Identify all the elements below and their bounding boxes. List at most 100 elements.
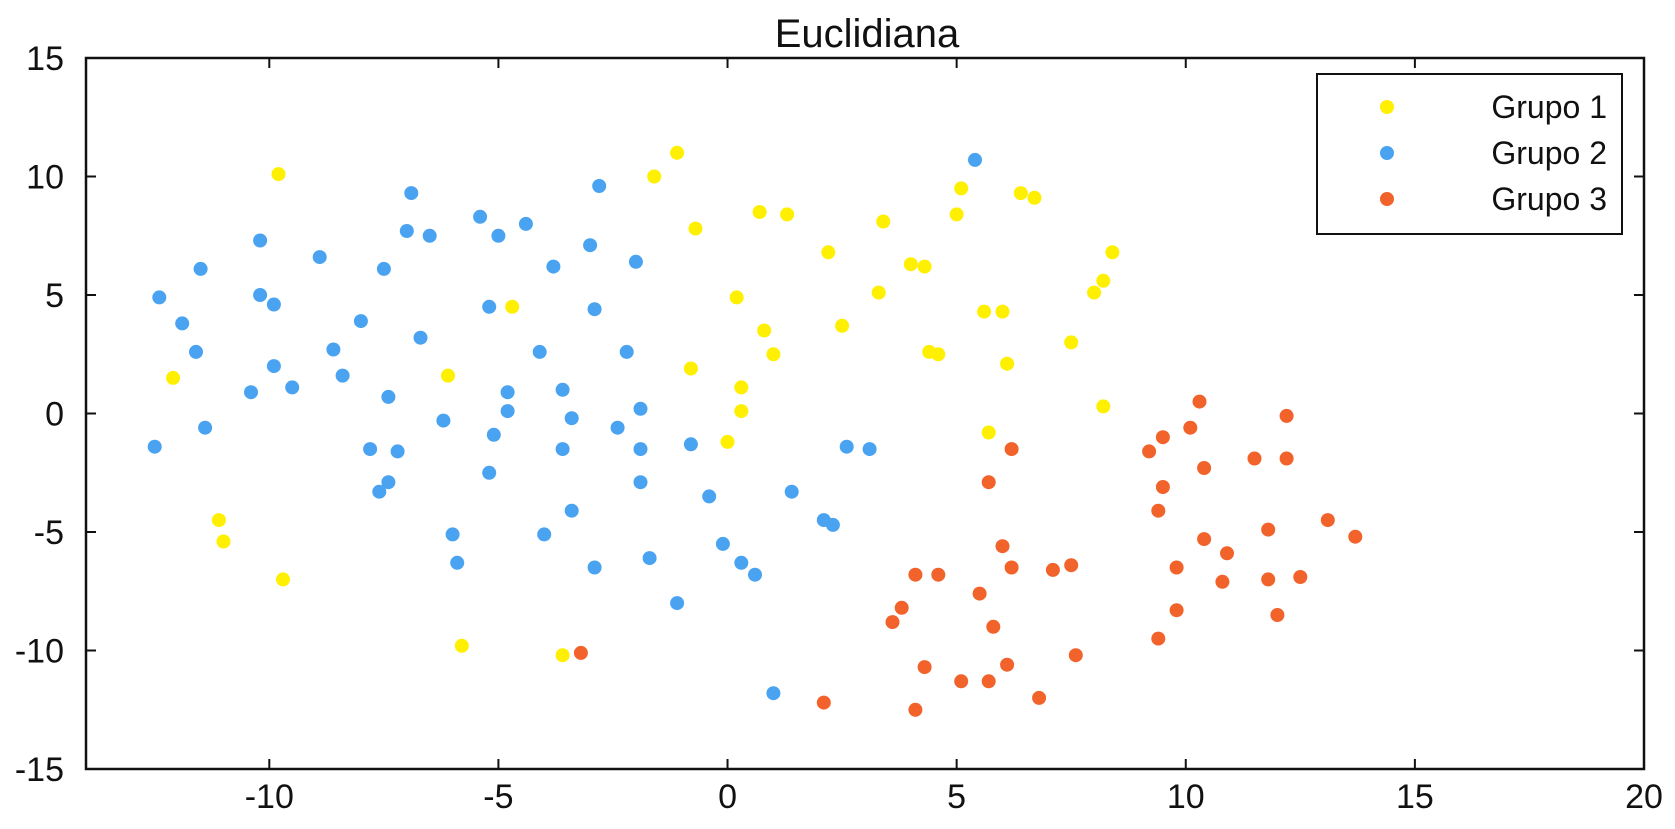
data-point-grupo-1 (216, 534, 231, 549)
data-point-grupo-3 (1151, 631, 1166, 646)
data-point-grupo-1 (780, 207, 795, 222)
data-point-grupo-3 (1004, 442, 1019, 457)
data-point-grupo-3 (1197, 461, 1212, 475)
data-point-grupo-1 (1096, 399, 1111, 414)
data-point-grupo-2 (486, 427, 501, 442)
data-point-grupo-3 (1045, 562, 1060, 577)
data-point-grupo-2 (537, 527, 552, 542)
data-point-grupo-2 (399, 224, 414, 238)
data-point-grupo-2 (532, 344, 547, 359)
data-point-grupo-2 (555, 442, 570, 457)
data-point-grupo-3 (954, 674, 969, 689)
data-point-grupo-3 (1220, 546, 1234, 561)
data-point-grupo-2 (147, 439, 162, 454)
data-point-grupo-1 (688, 221, 703, 236)
y-tick-label: -15 (15, 751, 64, 789)
data-point-grupo-2 (500, 385, 515, 400)
legend-marker-grupo-1 (1380, 100, 1394, 114)
data-point-grupo-2 (413, 330, 428, 345)
data-point-grupo-2 (500, 404, 515, 419)
data-point-grupo-1 (757, 323, 772, 338)
data-point-grupo-1 (1013, 186, 1028, 201)
data-point-grupo-3 (1348, 529, 1363, 544)
data-point-grupo-1 (734, 380, 749, 395)
data-point-grupo-2 (175, 316, 190, 331)
data-point-grupo-3 (1279, 408, 1294, 423)
data-point-grupo-3 (885, 615, 900, 630)
data-point-grupo-3 (931, 567, 946, 582)
data-point-grupo-2 (353, 314, 368, 329)
data-point-grupo-1 (949, 207, 964, 222)
legend-marker-grupo-2 (1380, 146, 1394, 160)
data-point-grupo-2 (683, 437, 698, 452)
data-point-grupo-2 (253, 233, 268, 248)
legend: Grupo 1 Grupo 2 Grupo 3 (1316, 73, 1623, 235)
data-point-grupo-3 (1000, 657, 1015, 672)
data-point-grupo-2 (473, 209, 488, 224)
data-point-grupo-2 (376, 261, 391, 276)
data-point-grupo-3 (1197, 532, 1212, 547)
x-tick-label: 15 (1396, 778, 1434, 816)
data-point-grupo-2 (436, 413, 451, 428)
chart-title: Euclidiana (775, 12, 960, 56)
data-point-grupo-1 (670, 145, 685, 160)
data-point-grupo-2 (748, 567, 762, 582)
data-point-grupo-3 (1142, 444, 1157, 459)
ticks-layer: -10 -5 0 5 10 15 20 15 10 5 0 -5 -10 -15 (15, 40, 1663, 816)
data-point-grupo-1 (1105, 245, 1120, 260)
data-point-grupo-1 (276, 572, 290, 587)
data-point-grupo-1 (1000, 356, 1015, 371)
data-point-grupo-1 (734, 404, 749, 419)
data-point-grupo-2 (422, 228, 437, 243)
data-point-grupo-2 (482, 299, 497, 314)
data-point-grupo-3 (1064, 558, 1079, 573)
data-point-grupo-2 (363, 442, 378, 457)
data-point-grupo-3 (1004, 560, 1019, 575)
data-point-grupo-3 (1155, 430, 1170, 445)
data-point-grupo-2 (390, 444, 405, 459)
data-point-grupo-3 (1169, 560, 1184, 575)
data-point-grupo-3 (1169, 603, 1184, 618)
data-point-grupo-2 (546, 259, 561, 274)
data-point-grupo-1 (931, 347, 946, 362)
data-point-grupo-3 (1032, 690, 1047, 705)
legend-marker-grupo-3 (1380, 192, 1394, 206)
data-point-grupo-1 (766, 347, 781, 362)
data-point-grupo-3 (917, 660, 932, 675)
data-point-grupo-2 (198, 420, 213, 435)
data-point-grupo-3 (816, 695, 831, 710)
data-point-grupo-1 (903, 257, 918, 272)
data-point-grupo-2 (702, 489, 717, 504)
data-point-grupo-2 (372, 484, 387, 499)
data-point-grupo-2 (642, 551, 657, 566)
data-point-grupo-3 (1155, 480, 1170, 494)
data-point-grupo-1 (441, 368, 455, 383)
data-point-grupo-3 (995, 539, 1010, 554)
data-point-grupo-1 (995, 304, 1010, 319)
y-tick-label: -10 (15, 633, 64, 671)
data-point-grupo-2 (766, 686, 781, 701)
data-point-grupo-3 (1293, 570, 1308, 584)
data-point-grupo-1 (555, 648, 570, 663)
data-point-grupo-2 (285, 380, 300, 395)
data-point-grupo-2 (518, 216, 533, 231)
y-tick-label: 10 (26, 159, 64, 197)
data-point-grupo-3 (573, 645, 588, 660)
x-tick-label: 5 (947, 778, 966, 816)
data-point-grupo-2 (633, 475, 648, 490)
data-point-grupo-3 (972, 586, 987, 601)
legend-label-grupo-2: Grupo 2 (1491, 135, 1607, 171)
data-point-grupo-3 (1279, 451, 1294, 466)
data-point-grupo-2 (633, 401, 648, 416)
legend-box (1316, 73, 1623, 235)
x-tick-label: 0 (718, 778, 737, 816)
data-point-grupo-2 (564, 411, 579, 426)
data-point-grupo-2 (152, 290, 167, 305)
data-point-grupo-1 (211, 513, 226, 528)
data-point-grupo-2 (193, 261, 208, 276)
data-point-grupo-1 (835, 318, 850, 333)
y-tick-label: -5 (34, 514, 64, 552)
data-point-grupo-2 (587, 560, 602, 575)
data-point-grupo-1 (647, 169, 662, 184)
